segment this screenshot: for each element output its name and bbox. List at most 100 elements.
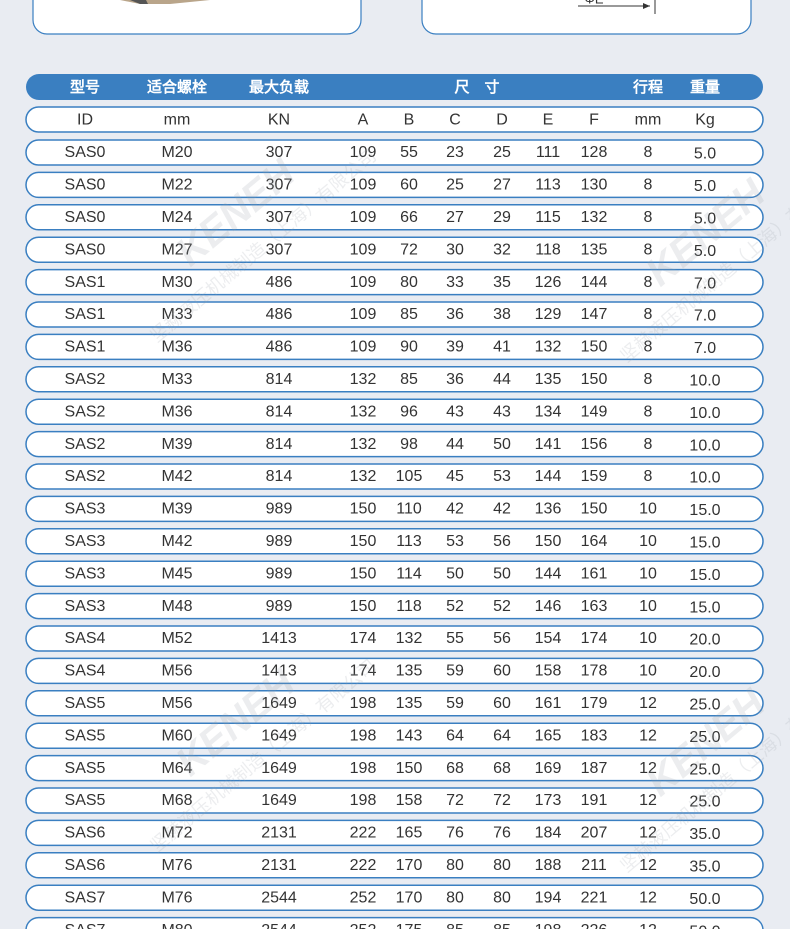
data-cell: 76	[446, 825, 464, 842]
data-cell: M30	[161, 274, 192, 291]
data-cell: 1413	[261, 630, 297, 647]
data-cell: 814	[266, 468, 293, 485]
data-row	[25, 560, 764, 587]
data-cell: 10.0	[689, 470, 720, 487]
data-cell: M72	[161, 825, 192, 842]
data-cell: 12	[639, 889, 657, 906]
data-cell: 132	[396, 630, 423, 647]
data-cell: 187	[581, 760, 608, 777]
data-cell: M33	[161, 306, 192, 323]
data-cell: 113	[396, 533, 422, 550]
data-cell: 10	[639, 630, 657, 647]
data-cell: 226	[581, 922, 608, 929]
data-cell: 156	[581, 436, 608, 453]
data-cell: SAS3	[65, 501, 106, 518]
data-cell: 307	[266, 144, 293, 161]
data-cell: 12	[639, 695, 657, 712]
unit-cell: B	[404, 112, 415, 129]
data-cell: 30	[446, 241, 464, 258]
data-cell: 98	[400, 436, 418, 453]
data-cell: 132	[350, 371, 377, 388]
unit-cell: mm	[164, 112, 191, 129]
data-cell: 59	[446, 663, 464, 680]
data-row	[25, 787, 764, 814]
data-cell: M42	[161, 533, 192, 550]
data-cell: 15.0	[689, 567, 720, 584]
data-cell: 10	[639, 598, 657, 615]
product-card	[32, 0, 362, 35]
data-cell: 27	[493, 177, 511, 194]
data-cell: 194	[535, 889, 562, 906]
data-cell: 134	[535, 403, 562, 420]
data-cell: 2131	[261, 825, 297, 842]
data-cell: 163	[581, 598, 608, 615]
data-cell: 7.0	[694, 308, 716, 325]
data-cell: 20.0	[689, 632, 720, 649]
data-cell: 146	[535, 598, 562, 615]
data-cell: 15.0	[689, 599, 720, 616]
data-cell: 211	[581, 857, 607, 874]
data-cell: 80	[400, 274, 418, 291]
data-cell: 252	[350, 922, 377, 929]
data-cell: 1649	[261, 695, 297, 712]
data-cell: 44	[493, 371, 511, 388]
data-cell: 814	[266, 371, 293, 388]
data-row	[25, 333, 764, 361]
product-image	[130, 0, 148, 4]
data-cell: M36	[161, 403, 192, 420]
data-cell: 132	[350, 403, 377, 420]
data-cell: SAS0	[65, 144, 106, 161]
data-cell: 132	[581, 209, 608, 226]
data-cell: SAS0	[65, 241, 106, 258]
unit-cell: F	[589, 112, 599, 129]
data-cell: 5.0	[694, 243, 716, 260]
unit-cell: mm	[635, 112, 662, 129]
data-cell: 130	[581, 177, 608, 194]
data-cell: 109	[350, 306, 377, 323]
data-cell: 1649	[261, 727, 297, 744]
data-row	[25, 884, 764, 911]
unit-cell: Kg	[695, 112, 715, 129]
data-cell: M52	[161, 630, 192, 647]
data-cell: 179	[581, 695, 608, 712]
unit-cell: E	[543, 112, 554, 129]
data-row	[25, 139, 764, 166]
data-cell: 486	[266, 306, 293, 323]
data-cell: 42	[446, 501, 464, 518]
data-cell: 55	[446, 630, 464, 647]
data-row	[25, 690, 764, 717]
data-cell: 12	[639, 792, 657, 809]
data-cell: 41	[493, 339, 511, 356]
data-cell: 36	[446, 371, 464, 388]
data-row	[25, 657, 764, 685]
data-cell: 59	[446, 695, 464, 712]
data-cell: 222	[350, 857, 377, 874]
data-cell: 144	[535, 468, 562, 485]
data-row	[25, 236, 764, 263]
data-cell: M27	[161, 241, 192, 258]
data-cell: 8	[644, 306, 653, 323]
data-cell: 178	[581, 663, 608, 680]
data-cell: 25.0	[689, 794, 720, 811]
data-cell: 25.0	[689, 761, 720, 778]
data-cell: 158	[535, 663, 562, 680]
data-cell: 161	[535, 695, 562, 712]
data-cell: 132	[350, 436, 377, 453]
header-cell: 尺 寸	[454, 78, 499, 96]
data-cell: 1649	[261, 792, 297, 809]
data-cell: 50.0	[689, 891, 720, 908]
data-cell: 53	[493, 468, 511, 485]
data-cell: 25	[493, 144, 511, 161]
unit-cell: C	[449, 112, 461, 129]
data-cell: 10	[639, 533, 657, 550]
data-cell: 38	[493, 306, 511, 323]
data-cell: 165	[396, 825, 423, 842]
data-cell: 80	[493, 857, 511, 874]
data-cell: 64	[493, 727, 511, 744]
data-cell: 814	[266, 403, 293, 420]
data-cell: SAS0	[65, 209, 106, 226]
data-cell: 12	[639, 825, 657, 842]
data-cell: 110	[396, 501, 422, 518]
data-cell: M80	[161, 922, 192, 929]
data-cell: 50	[493, 565, 511, 582]
